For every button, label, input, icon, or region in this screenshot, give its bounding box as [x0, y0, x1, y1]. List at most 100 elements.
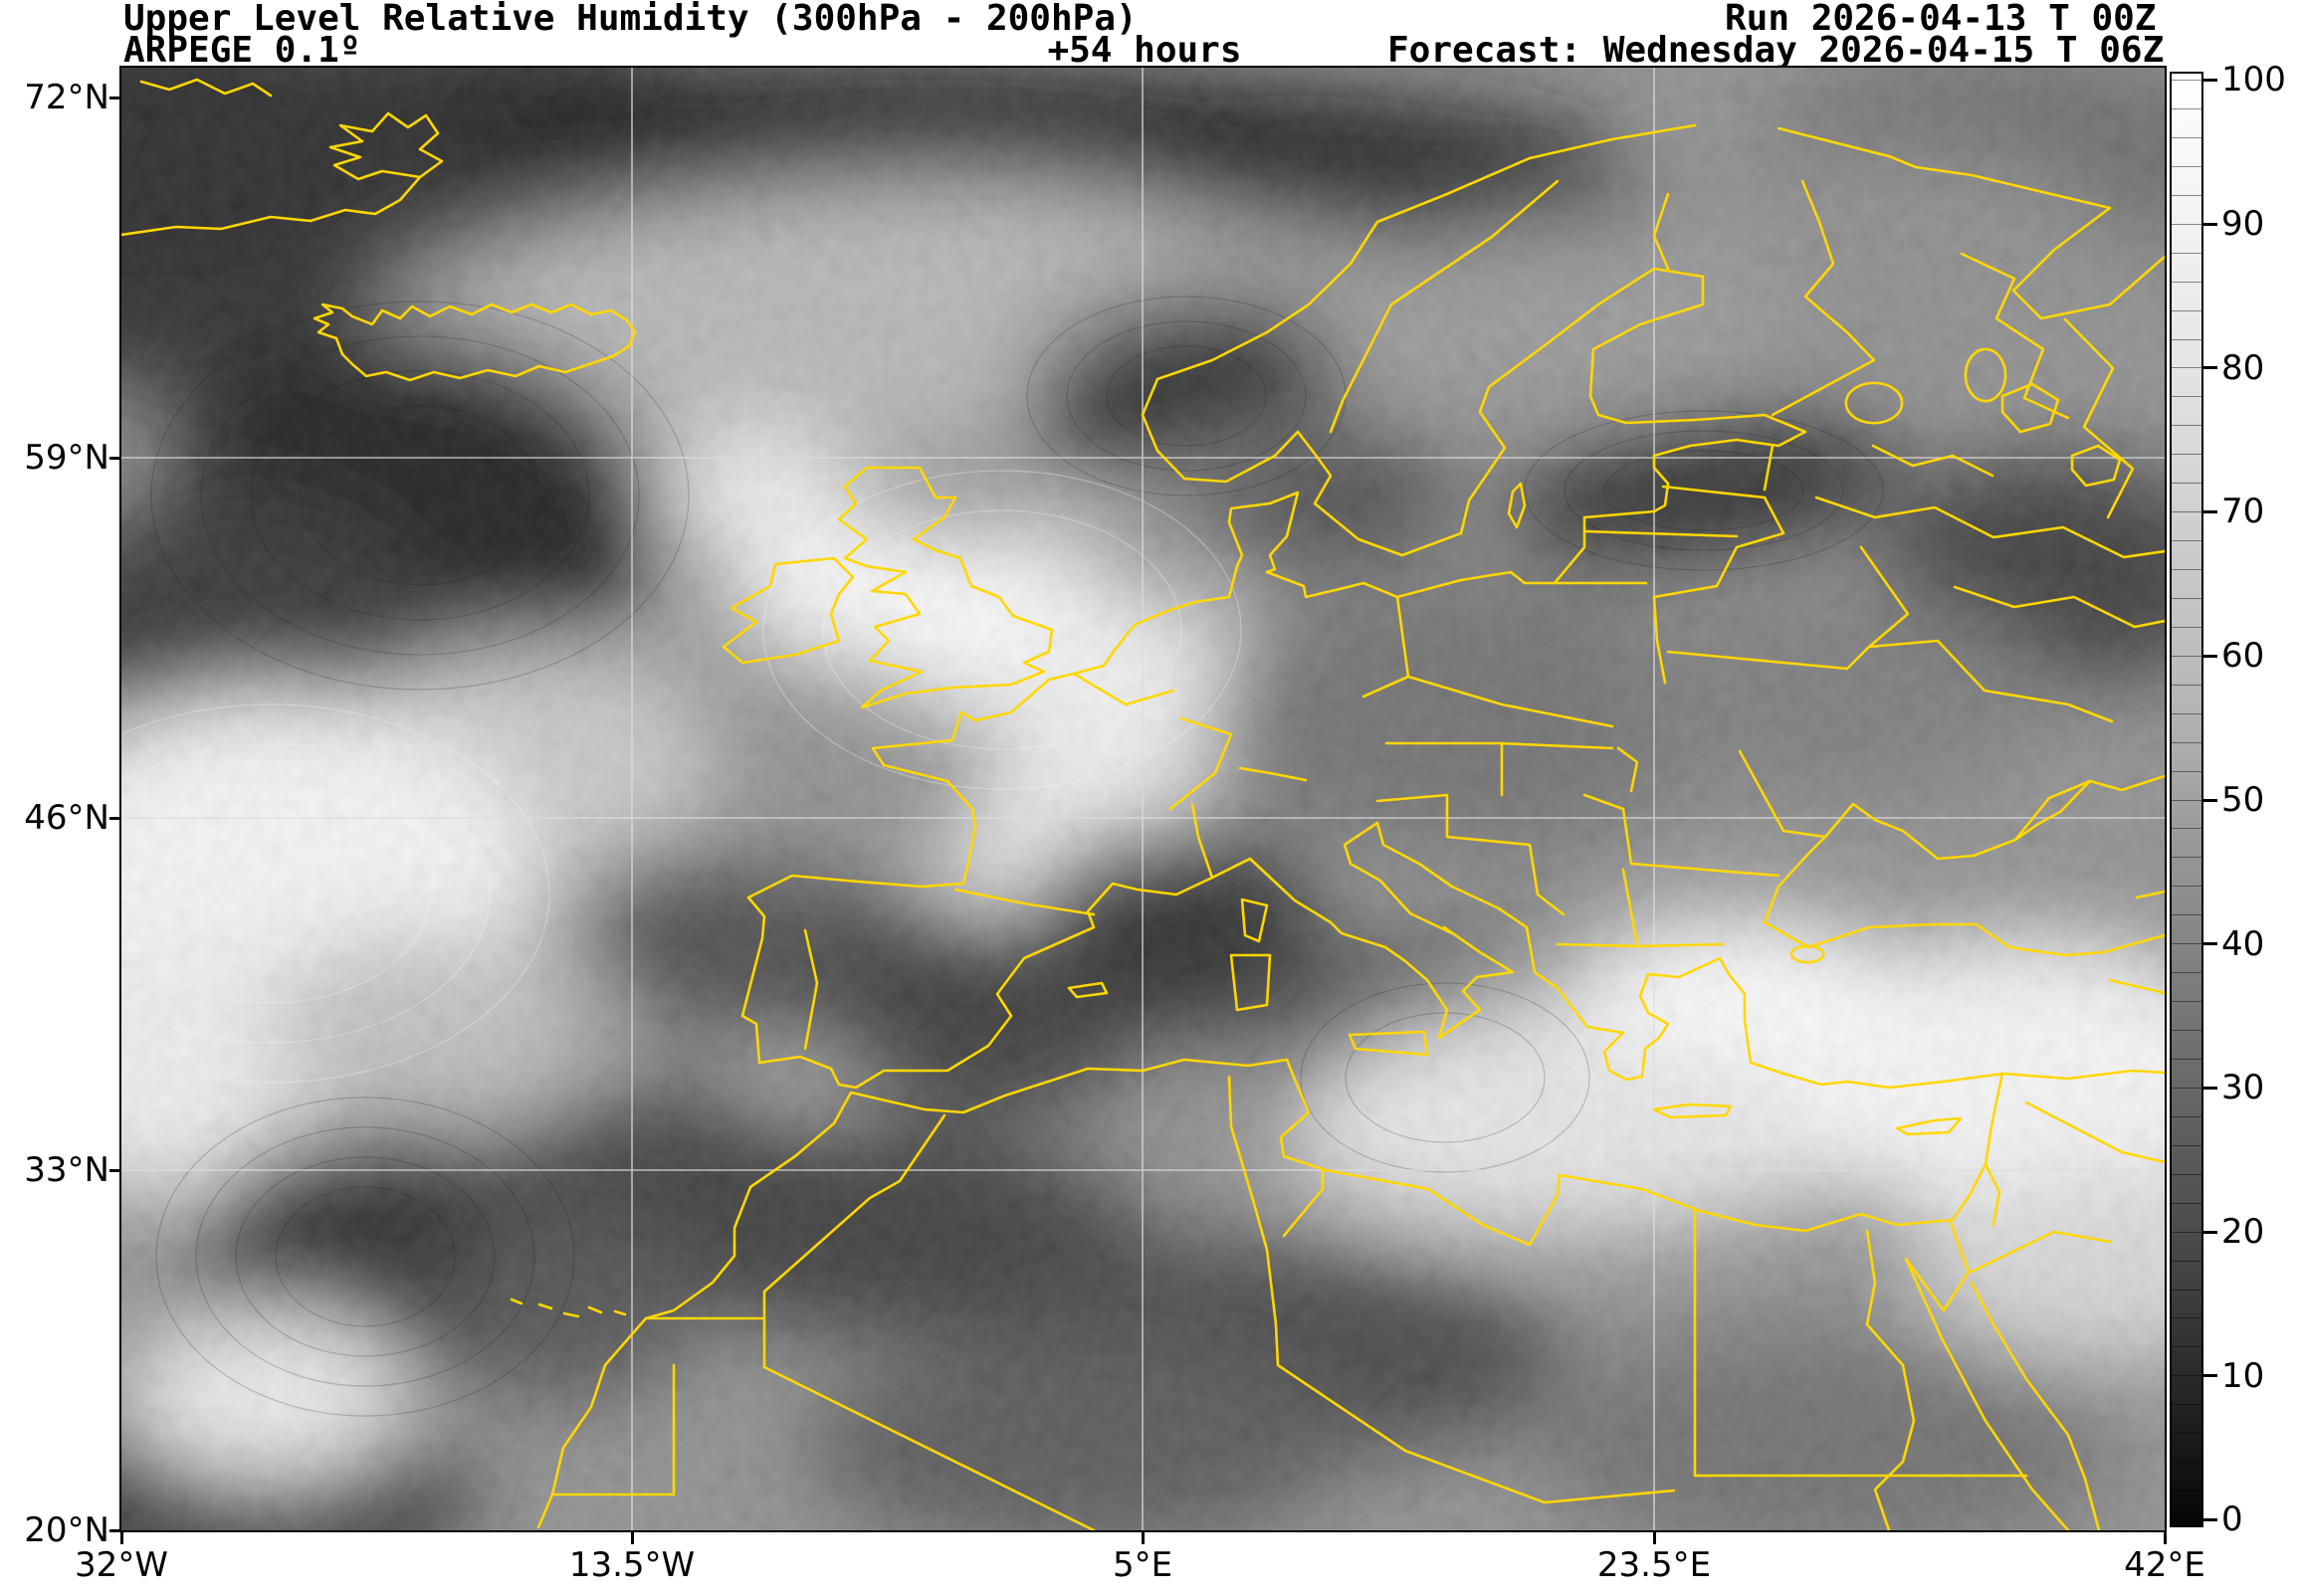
ytick-label-33n: 33°N [24, 1150, 109, 1190]
colorbar-label-100: 100 [2221, 60, 2286, 100]
border-norway-sweden-finland [1329, 179, 1876, 434]
colorbar-major-tick [2203, 222, 2217, 226]
colorbar-minor-line [2170, 165, 2203, 167]
colorbar-minor-line [2170, 425, 2203, 427]
colorbar-minor-line [2170, 483, 2203, 485]
colorbar-minor-line [2170, 1202, 2203, 1204]
colorbar-major-tick [2203, 1374, 2217, 1378]
colorbar-minor-line [2170, 136, 2203, 138]
colorbar-minor-line [2170, 338, 2203, 340]
ytick-72n [109, 97, 121, 100]
colorbar-minor-line [2170, 972, 2203, 974]
colorbar-minor-line [2170, 770, 2203, 772]
colorbar-minor-line [2170, 1317, 2203, 1319]
colorbar-minor-line [2170, 1404, 2203, 1406]
colorbar-major-tick [2203, 79, 2217, 82]
colorbar-label-70: 70 [2221, 492, 2265, 531]
colorbar-major-tick [2203, 1518, 2217, 1521]
colorbar-label-60: 60 [2221, 636, 2265, 676]
colorbar-minor-line [2170, 309, 2203, 311]
ytick-46n [109, 817, 121, 820]
colorbar-minor-line [2170, 1433, 2203, 1435]
colorbar-major-tick [2203, 942, 2217, 946]
colorbar-label-50: 50 [2221, 780, 2265, 820]
xtick-42e [2164, 1532, 2167, 1544]
colorbar-minor-line [2170, 1375, 2203, 1377]
colorbar-minor-line [2170, 943, 2203, 945]
borders-layer [121, 78, 2165, 1530]
colorbar-label-40: 40 [2221, 924, 2265, 964]
model-label: ARPEGE 0.1º [123, 30, 361, 71]
run-label: Run 2026-04-13 T 00Z [1725, 0, 2157, 39]
colorbar-minor-line [2170, 396, 2203, 398]
coastline-kola-whitesea [1777, 126, 2165, 320]
colorbar-minor-line [2170, 252, 2203, 254]
colorbar-major-tick [2203, 510, 2217, 514]
ytick-label-59n: 59°N [24, 438, 109, 478]
coastline-islands-med [1067, 482, 1963, 1136]
colorbar-minor-line [2170, 1030, 2203, 1031]
ytick-33n [109, 1169, 121, 1172]
ytick-label-20n: 20°N [24, 1510, 109, 1550]
xtick-label-13p5w: 13.5°W [568, 1545, 696, 1585]
colorbar-minor-line [2170, 626, 2203, 628]
colorbar-minor-line [2170, 1346, 2203, 1348]
coastline-greenland [121, 78, 444, 237]
colorbar-major-tick [2203, 654, 2217, 658]
coastline-black-sea [1763, 774, 2165, 964]
colorbar-minor-line [2170, 741, 2203, 743]
colorbar-minor-line [2170, 1059, 2203, 1060]
colorbar-minor-line [2170, 281, 2203, 283]
colorbar-minor-line [2170, 540, 2203, 541]
colorbar-minor-line [2170, 1519, 2203, 1520]
colorbar-minor-line [2170, 828, 2203, 830]
colorbar-major-tick [2203, 1086, 2217, 1090]
colorbar-major-tick [2203, 366, 2217, 370]
colorbar-minor-line [2170, 857, 2203, 859]
forecast-label: Forecast: Wednesday 2026-04-15 T 06Z [1387, 30, 2165, 71]
xtick-label-42e: 42°E [2124, 1545, 2205, 1585]
border-lattice-central-europe [803, 444, 2114, 1051]
colorbar-minor-line [2170, 886, 2203, 888]
coastline-scandinavia-baltic [1141, 123, 1807, 599]
ytick-20n [109, 1529, 121, 1532]
colorbar-minor-line [2170, 107, 2203, 109]
colorbar-label-90: 90 [2221, 204, 2265, 244]
colorbar-minor-line [2170, 655, 2203, 657]
xtick-23p5e [1653, 1532, 1656, 1544]
colorbar-minor-line [2170, 1087, 2203, 1089]
colorbar-label-0: 0 [2221, 1499, 2243, 1539]
colorbar-minor-line [2170, 80, 2203, 81]
latlon-grid [121, 68, 2165, 1530]
colorbar-label-10: 10 [2221, 1356, 2265, 1396]
xtick-13p5w [631, 1532, 634, 1544]
colorbar-minor-line [2170, 194, 2203, 196]
colorbar-minor-line [2170, 1231, 2203, 1233]
colorbar-label-30: 30 [2221, 1068, 2265, 1107]
colorbar-major-tick [2203, 1230, 2217, 1234]
xtick-5e [1142, 1532, 1145, 1544]
lead-time-label: +54 hours [1047, 30, 1242, 71]
page-title: Upper Level Relative Humidity (300hPa - … [123, 0, 1138, 39]
islands-canary [510, 1297, 627, 1318]
coastline-mainland-europe-africa [536, 564, 2004, 1529]
colorbar-label-20: 20 [2221, 1212, 2265, 1252]
colorbar-minor-line [2170, 597, 2203, 599]
colorbar-minor-line [2170, 1115, 2203, 1117]
colorbar-minor-line [2170, 367, 2203, 369]
coastline-iceland [313, 302, 637, 382]
colorbar-major-tick [2203, 798, 2217, 802]
colorbar [2170, 72, 2203, 1527]
border-lattice-northeast [1814, 252, 2165, 629]
border-africa-sahara [550, 1075, 2028, 1530]
colorbar-minor-line [2170, 914, 2203, 916]
colorbar-minor-line [2170, 1001, 2203, 1003]
colorbar-minor-line [2170, 1144, 2203, 1146]
xtick-label-23p5e: 23.5°E [1596, 1545, 1712, 1585]
colorbar-minor-line [2170, 799, 2203, 801]
xtick-label-32w: 32°W [75, 1545, 168, 1585]
map-plot [121, 68, 2165, 1530]
colorbar-minor-line [2170, 1491, 2203, 1493]
colorbar-minor-line [2170, 1289, 2203, 1291]
